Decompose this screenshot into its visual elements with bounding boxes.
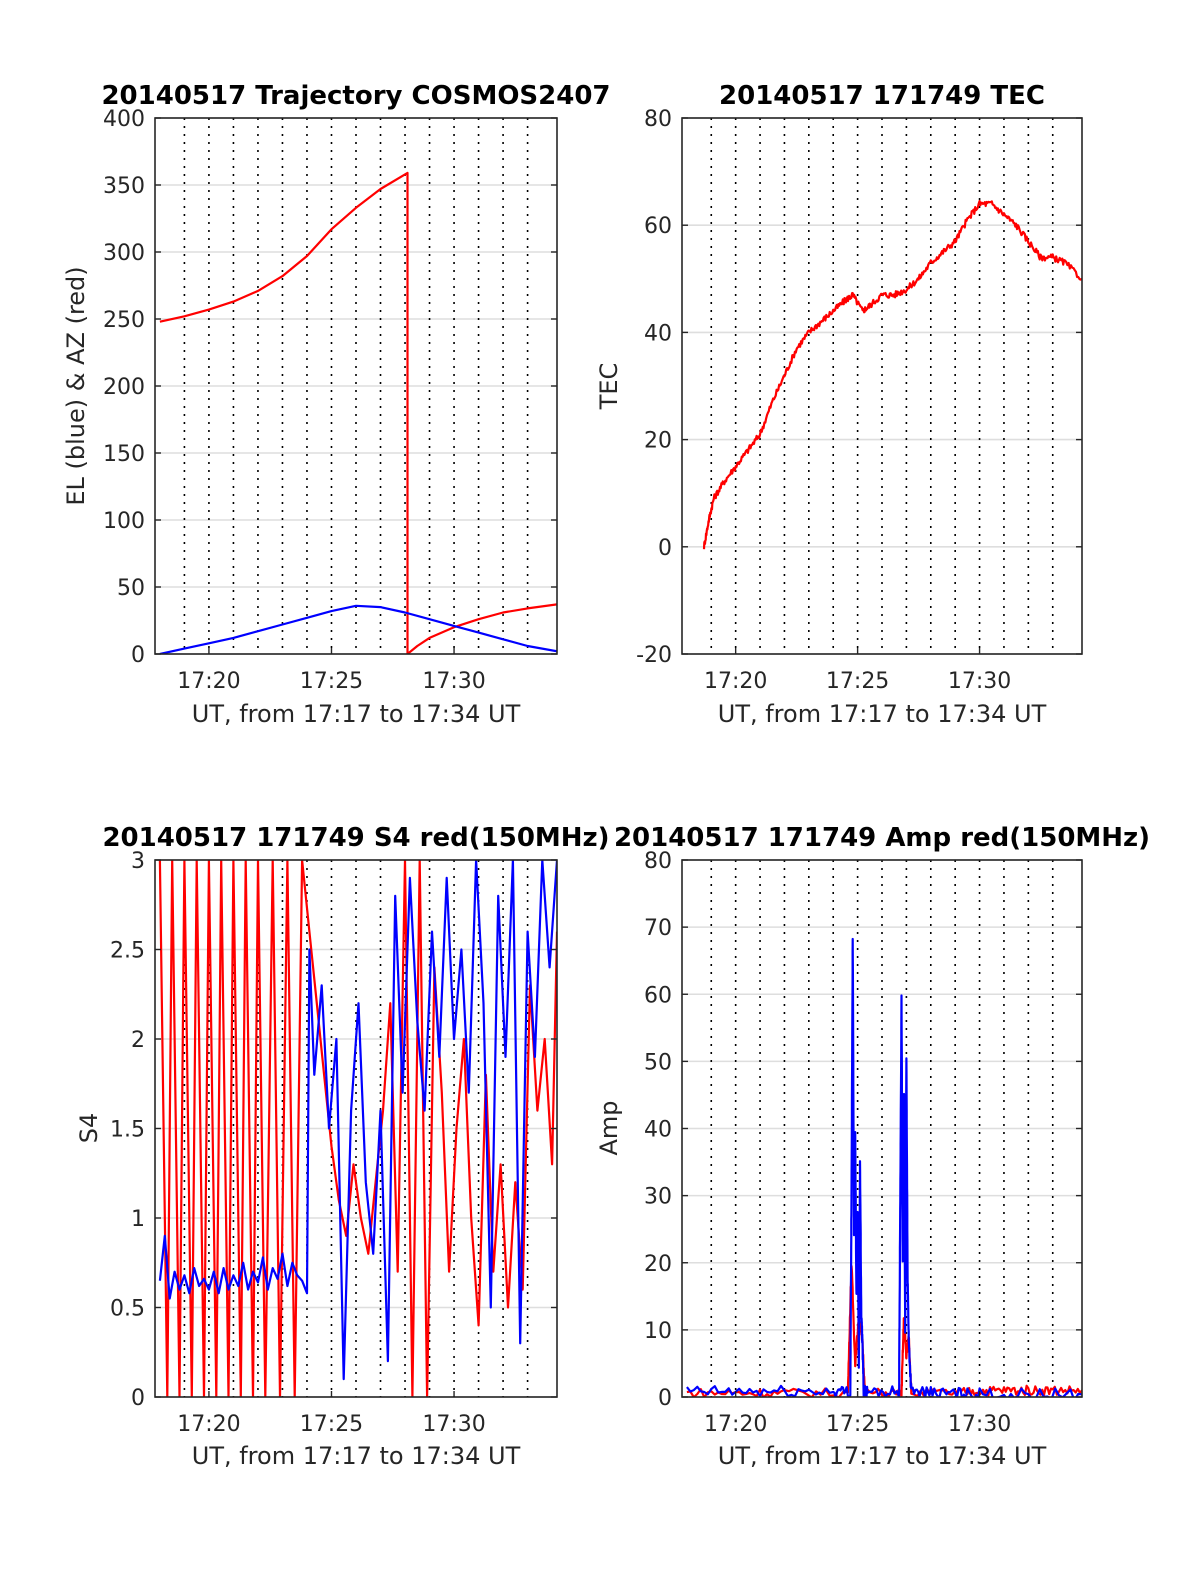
x-axis-label: UT, from 17:17 to 17:34 UT	[718, 1442, 1047, 1470]
y-tick-label: 20	[644, 429, 672, 454]
y-tick-label: 250	[103, 308, 145, 333]
y-tick-label: 300	[103, 241, 145, 266]
y-tick-label: 40	[644, 321, 672, 346]
chart-title: 20140517 171749 Amp red(150MHz)	[614, 823, 1150, 853]
y-tick-label: 30	[644, 1185, 672, 1210]
y-tick-label: -20	[636, 643, 672, 668]
y-tick-label: 100	[103, 509, 145, 534]
y-axis-label: EL (blue) & AZ (red)	[62, 266, 90, 505]
x-tick-label: 17:30	[948, 669, 1011, 694]
series-line-blue	[159, 604, 557, 654]
series-line-red	[159, 171, 557, 654]
y-tick-label: 1	[131, 1207, 145, 1232]
series-line-blue	[158, 860, 557, 1381]
chart-title: 20140517 171749 S4 red(150MHz)	[102, 823, 609, 853]
y-tick-label: 1.5	[110, 1118, 145, 1143]
chart-title: 20140517 Trajectory COSMOS2407	[101, 81, 610, 111]
y-axis-label: S4	[75, 1113, 103, 1144]
plot-frame	[681, 117, 1083, 655]
x-axis-label: UT, from 17:17 to 17:34 UT	[192, 1442, 521, 1470]
series-line-red	[686, 1264, 1082, 1397]
x-tick-label: 17:25	[826, 1412, 889, 1437]
x-tick-label: 17:20	[704, 669, 767, 694]
y-tick-label: 40	[644, 1118, 672, 1143]
y-tick-label: 20	[644, 1252, 672, 1277]
y-tick-label: 2.5	[110, 939, 145, 964]
x-tick-label: 17:20	[177, 669, 240, 694]
y-tick-label: 200	[103, 375, 145, 400]
y-tick-label: 0.5	[110, 1297, 145, 1322]
series-line-blue	[686, 937, 1082, 1397]
chart-s4: 0 0.5 1 1.5 2 2.5 3 17:20 17:25 17:30 20140517 17…	[75, 823, 610, 1470]
y-tick-label: 10	[644, 1319, 672, 1344]
x-tick-label: 17:30	[948, 1412, 1011, 1437]
y-tick-label: 0	[131, 1386, 145, 1411]
x-tick-label: 17:25	[826, 669, 889, 694]
chart-amp: 0 10 20 30 40 50 60 70 80 17:20 17:25 17:30 2014051…	[595, 823, 1150, 1470]
x-tick-label: 17:25	[300, 1412, 363, 1437]
y-tick-label: 50	[644, 1050, 672, 1075]
y-tick-label: 0	[131, 643, 145, 668]
y-tick-label: 350	[103, 174, 145, 199]
x-tick-label: 17:20	[177, 1412, 240, 1437]
series-line-red	[158, 860, 557, 1397]
y-tick-label: 400	[103, 107, 145, 132]
x-tick-label: 17:30	[422, 669, 485, 694]
y-tick-label: 60	[644, 983, 672, 1008]
y-tick-label: 60	[644, 214, 672, 239]
x-axis-label: UT, from 17:17 to 17:34 UT	[192, 700, 521, 728]
series-line-red	[702, 199, 1082, 550]
y-tick-label: 3	[131, 849, 145, 874]
y-axis-label: TEC	[595, 363, 623, 411]
x-tick-label: 17:25	[300, 669, 363, 694]
y-tick-label: 50	[117, 576, 145, 601]
y-tick-label: 0	[658, 536, 672, 561]
chart-tec: -20 0 20 40 60 80 17:20 17:25 17:30 20140517 171…	[595, 81, 1083, 728]
x-axis-label: UT, from 17:17 to 17:34 UT	[718, 700, 1047, 728]
x-tick-label: 17:30	[422, 1412, 485, 1437]
x-tick-label: 17:20	[704, 1412, 767, 1437]
y-axis-label: Amp	[595, 1100, 623, 1155]
y-tick-label: 70	[644, 916, 672, 941]
y-tick-label: 80	[644, 849, 672, 874]
y-tick-label: 80	[644, 107, 672, 132]
y-tick-label: 2	[131, 1028, 145, 1053]
y-tick-label: 0	[658, 1386, 672, 1411]
chart-title: 20140517 171749 TEC	[719, 81, 1045, 111]
y-tick-label: 150	[103, 442, 145, 467]
